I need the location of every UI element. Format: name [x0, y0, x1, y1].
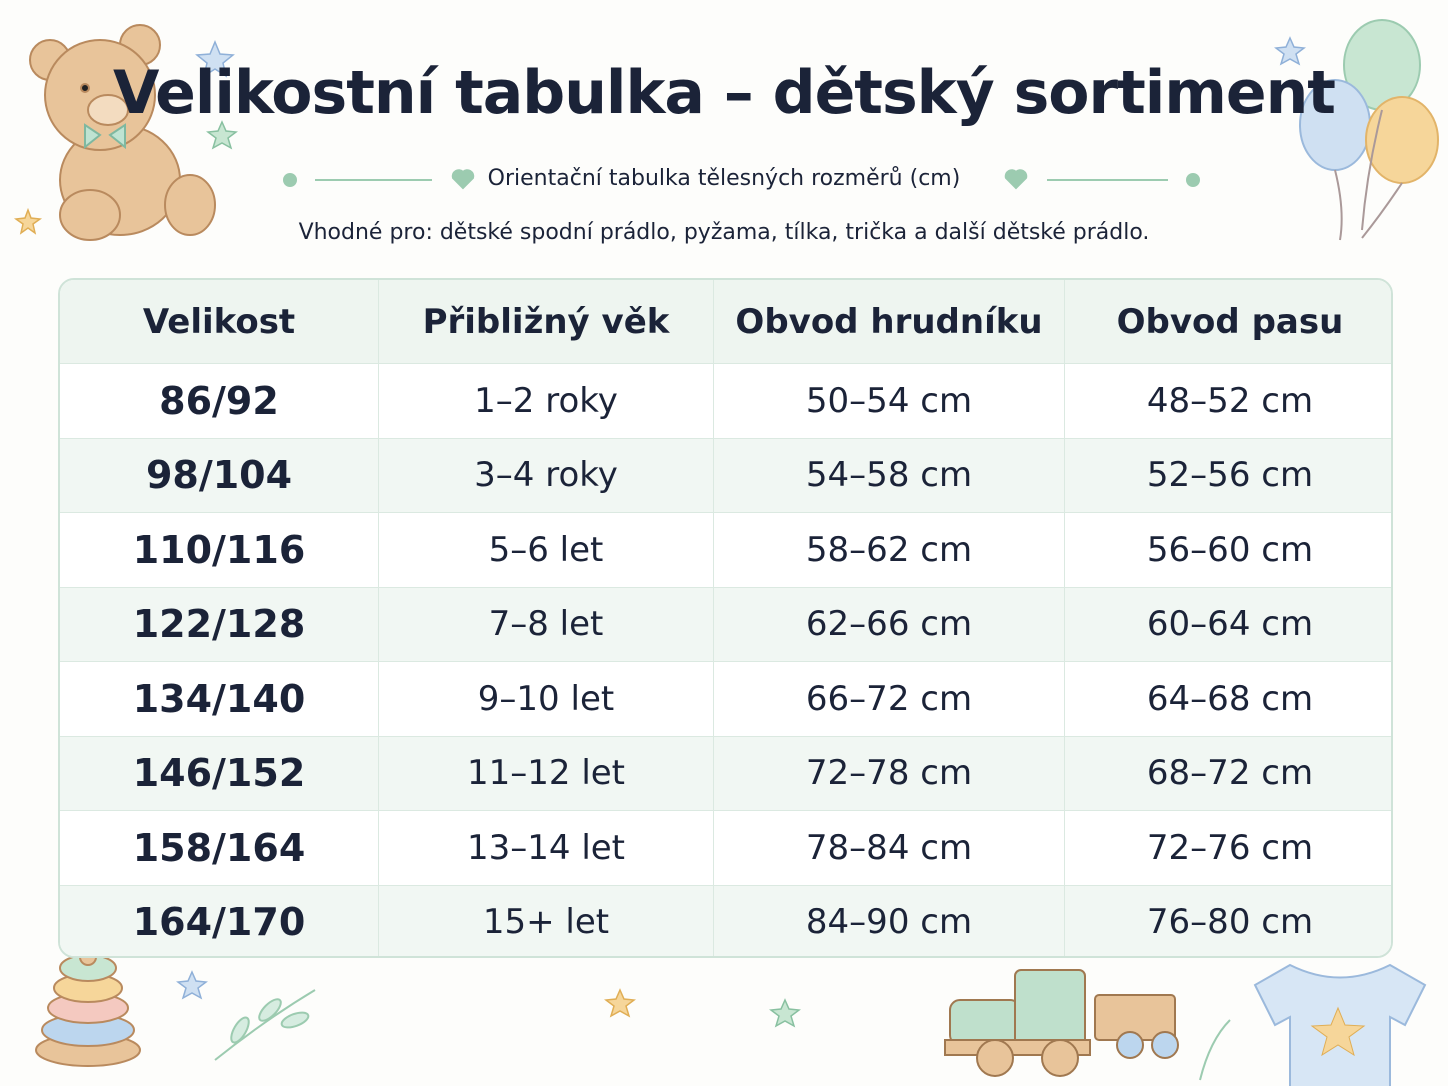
table-cell: 7–8 let — [379, 587, 714, 661]
table-row: 86/92 1–2 roky 50–54 cm 48–52 cm — [60, 364, 1391, 439]
table-cell: 86/92 — [60, 364, 379, 438]
table-cell: 110/116 — [60, 513, 379, 587]
header-row: Velikost Přibližný věk Obvod hrudníku Obvod… — [60, 280, 1391, 364]
table-cell: 56–60 cm — [1146, 529, 1314, 570]
table-row: 134/140 9–10 let 66–72 cm 64–68 cm — [60, 662, 1391, 737]
table-cell: 72–78 cm — [714, 736, 1065, 810]
table-cell: 15+ let — [379, 885, 714, 956]
table-cell: 13–14 let — [379, 811, 714, 885]
toy-train — [944, 969, 1179, 1077]
subtitle-rule — [283, 169, 1200, 190]
column-header: Obvod pasu — [1116, 301, 1344, 342]
size-table: Velikost Přibližný věk Obvod hrudníku Obvod… — [58, 278, 1393, 958]
t-shirt — [1253, 963, 1427, 1086]
table-cell: 5–6 let — [379, 513, 714, 587]
table-cell: 3–4 roky — [379, 438, 714, 512]
table-cell: 134/140 — [60, 662, 379, 736]
table-cell: 54–58 cm — [714, 438, 1065, 512]
table-cell: 1–2 roky — [379, 364, 714, 438]
table-cell: 164/170 — [60, 885, 379, 956]
column-header: Obvod hrudníku — [714, 280, 1065, 363]
subtitle: Orientační tabulka tělesných rozměrů (cm… — [487, 166, 961, 191]
title: Velikostní tabulka – dětský sortiment — [113, 58, 1336, 128]
table-row: 122/128 7–8 let 62–66 cm 60–64 cm — [60, 587, 1391, 662]
table-cell: 60–64 cm — [1146, 604, 1314, 645]
table-cell: 64–68 cm — [1146, 678, 1314, 719]
table-cell: 50–54 cm — [714, 364, 1065, 438]
note: Vhodné pro: dětské spodní prádlo, pyžama… — [298, 220, 1150, 245]
table-row: 146/152 11–12 let 72–78 cm 68–72 cm — [60, 736, 1391, 811]
table-cell: 48–52 cm — [1146, 380, 1314, 421]
table-cell: 98/104 — [60, 438, 379, 512]
table-cell: 158/164 — [60, 811, 379, 885]
column-header: Přibližný věk — [379, 280, 714, 363]
table-row: 110/116 5–6 let 58–62 cm 56–60 cm — [60, 513, 1391, 588]
table-row: 98/104 3–4 roky 54–58 cm 52–56 cm — [60, 438, 1391, 513]
table-cell: 58–62 cm — [714, 513, 1065, 587]
table-cell: 9–10 let — [379, 662, 714, 736]
table-cell: 72–76 cm — [1146, 827, 1314, 868]
balloons — [1299, 19, 1439, 241]
table-cell: 68–72 cm — [1146, 753, 1314, 794]
table-cell: 52–56 cm — [1146, 455, 1314, 496]
table-cell: 76–80 cm — [1146, 902, 1314, 943]
leaves — [214, 989, 1231, 1081]
stars — [13, 36, 1306, 1028]
table-cell: 66–72 cm — [714, 662, 1065, 736]
table-cell: 78–84 cm — [714, 811, 1065, 885]
table-cell: 11–12 let — [379, 736, 714, 810]
table-row: 164/170 15+ let 84–90 cm 76–80 cm — [60, 885, 1391, 956]
teddy-bear — [29, 24, 216, 241]
table-cell: 146/152 — [60, 736, 379, 810]
table-cell: 62–66 cm — [714, 587, 1065, 661]
table-cell: 84–90 cm — [714, 885, 1065, 956]
table-cell: 122/128 — [60, 587, 379, 661]
column-header: Velikost — [60, 280, 379, 363]
table-row: 158/164 13–14 let 78–84 cm 72–76 cm — [60, 811, 1391, 886]
